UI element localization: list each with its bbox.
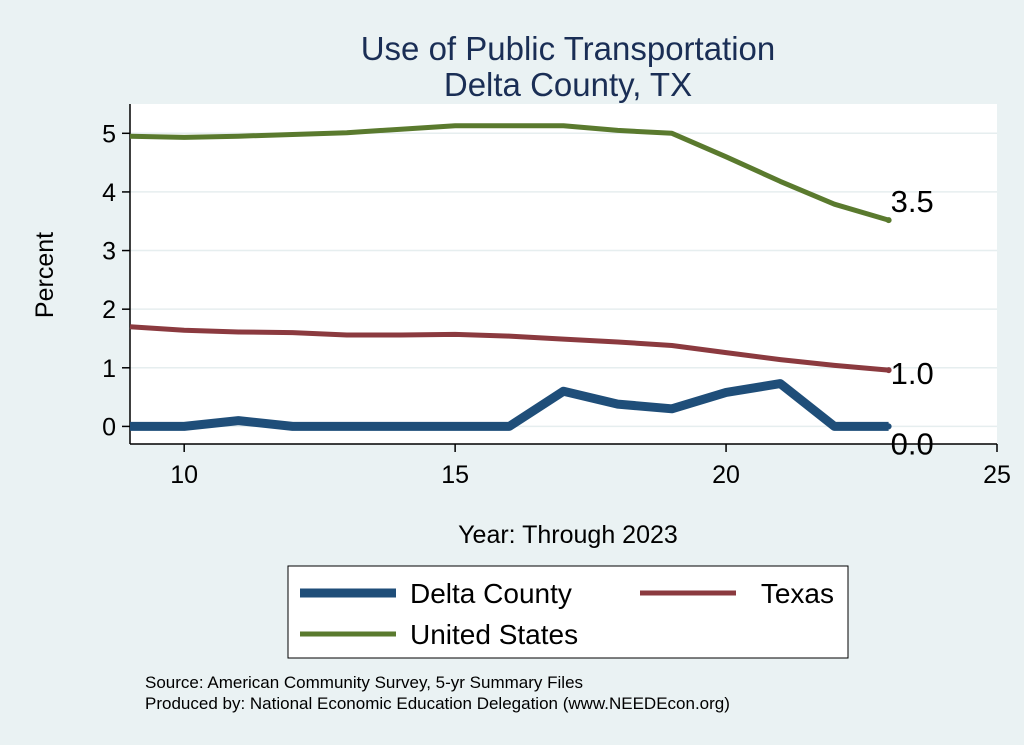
series-line-delta-county [130, 379, 889, 431]
chart-title-line-1: Use of Public Transportation [361, 30, 776, 67]
y-axis-title: Percent [31, 232, 59, 318]
series-lines [129, 123, 892, 431]
legend-box [287, 565, 849, 659]
legend-label: United States [410, 619, 578, 650]
y-tick-label: 1 [102, 355, 116, 383]
end-value-label: 3.5 [891, 184, 934, 219]
legend: Delta County Texas United States [300, 578, 834, 650]
series-line-united-states [129, 123, 890, 223]
series-end-point [885, 367, 892, 374]
x-tick-label: 20 [712, 461, 740, 489]
source-note: Source: American Community Survey, 5-yr … [145, 673, 583, 692]
y-tick-label: 5 [102, 120, 116, 148]
x-tick-label: 15 [441, 461, 469, 489]
y-ticks: 0 1 2 3 4 5 [102, 120, 130, 441]
y-tick-label: 3 [102, 238, 116, 266]
end-value-label: 0.0 [891, 426, 934, 461]
end-labels: 0.0 1.0 3.5 [891, 184, 934, 461]
x-tick-label: 25 [983, 461, 1011, 489]
y-tick-label: 2 [102, 296, 116, 324]
end-value-label: 1.0 [891, 356, 934, 391]
x-axis-title: Year: Through 2023 [458, 521, 678, 549]
producer-note: Produced by: National Economic Education… [145, 694, 730, 713]
x-ticks: 10 15 20 25 [170, 444, 1011, 489]
y-tick-label: 4 [102, 179, 116, 207]
series-line-texas [129, 324, 889, 373]
series-end-point [885, 217, 892, 224]
x-tick-label: 10 [170, 461, 198, 489]
y-tick-label: 0 [102, 413, 116, 441]
chart-title-line-2: Delta County, TX [444, 66, 692, 103]
legend-label: Texas [761, 578, 834, 609]
series-end-point [885, 423, 892, 430]
legend-label: Delta County [410, 578, 572, 609]
